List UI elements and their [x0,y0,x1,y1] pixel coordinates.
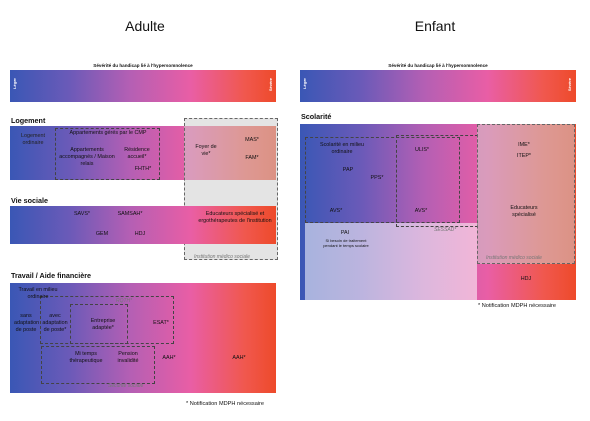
avs-label-1: AVS* [329,208,343,214]
avs-label-2: AVS* [414,208,428,214]
pap-label: PAP [342,167,354,173]
travail-ordinaire-label: Travail en milieu ordinaire [18,287,58,300]
fam-label: FAM* [245,155,259,161]
institution-label-adult: Institution médico sociale [194,254,250,260]
sessad-label: SESSAD* [434,227,457,233]
adult-title: Adulte [125,18,165,34]
sans-adaptation-label: sans adaptation de poste [14,313,40,333]
child-institution-box [477,124,575,264]
logement-ordinaire-label: Logement ordinaire [21,133,45,146]
entreprise-box [70,304,128,344]
aah-label-2: AAH* [232,355,246,361]
pai-panel [305,223,477,300]
ordinaire-box [305,137,460,223]
educateurs-adult-label: Educateurs spécialisé et ergothérapeutes… [198,211,272,224]
adult-severity-label: Sévérité du handicap lié à l'hypersomnol… [93,63,193,68]
securite-sociale-box [41,346,155,384]
pps-label: PPS* [370,175,384,181]
securite-sociale-label: Sécurité sociale [108,383,144,389]
entreprise-adaptee-label: Entreprise adaptée* [90,318,116,331]
scolarite-heading: Scolarité [301,112,332,121]
child-footnote: * Notification MDPH nécessaire [478,303,557,309]
pension-label: Pension invalidité [117,351,139,364]
child-severity-right: Sévère [567,78,572,92]
child-severity-bar [300,70,576,102]
vie-sociale-heading: Vie sociale [11,196,49,205]
aah-label-1: AAH* [162,355,176,361]
rqth-label: RQTH* [116,298,133,304]
hdj-adult-label: HDJ [134,231,146,237]
mi-temps-label: Mi temps thérapeutique [69,351,103,364]
mas-label: MAS* [245,137,259,143]
pai-detail-label: Si besoin de traitement pendant le temps… [323,238,369,248]
adult-footnote: * Notification MDPH nécessaire [186,401,265,407]
ime-label: IME* [518,142,530,148]
ulis-label: ULIS* [414,147,430,153]
child-severity-label: Sévérité du handicap lié à l'hypersomnol… [388,63,488,68]
gem-label: GEM [95,231,109,237]
vie-sociale-bar [10,206,276,244]
travail-bar [10,283,276,393]
itep-label: ITEP* [516,153,532,159]
residence-accueil-label: Résidence accueil* [124,147,150,160]
milieu-ordinaire-label: Scolarité en milieu ordinaire [319,142,365,155]
hdj-child-label: HDJ [520,276,532,282]
travail-heading: Travail / Aide financière [11,271,92,280]
adult-severity-bar [10,70,276,102]
samsah-label: SAMSAH* [117,211,143,217]
appart-cmp-label: Appartements gérés par le CMP [69,130,147,136]
logement-cmp-box [55,128,160,180]
savs-label: SAVS* [73,211,91,217]
fhth-label: FHTH* [134,166,152,172]
appart-accompagnes-label: Appartements accompagnés / Maison relais [59,147,115,167]
avec-adaptation-label: avec adaptation de poste* [42,313,68,333]
pai-label: PAI [340,230,350,236]
child-severity-left: Léger [302,78,307,89]
adult-severity-right: Sévère [268,78,273,92]
adult-severity-left: Léger [12,78,17,89]
institution-label-child: Institution médico sociale [486,255,542,261]
educateurs-child-label: Educateurs spécialisé [510,205,538,218]
foyer-de-vie-label: Foyer de vie* [195,144,217,157]
esat-label: ESAT* [153,320,169,326]
logement-heading: Logement [11,116,46,125]
child-title: Enfant [414,18,456,34]
